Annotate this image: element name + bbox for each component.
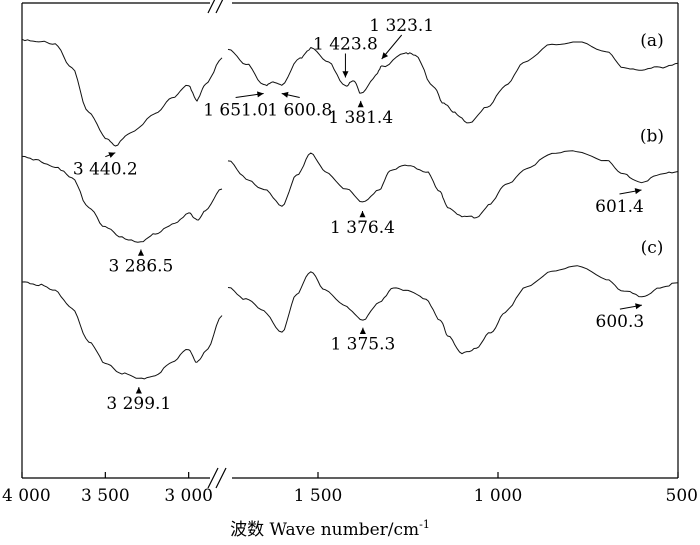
annotation-arrowhead	[634, 188, 642, 195]
annotation-arrowhead	[137, 249, 144, 256]
annotation-label: 1 381.4	[328, 108, 393, 128]
axis-break-bottom-0	[207, 467, 219, 489]
x-axis-label-superscript: -1	[419, 518, 430, 531]
annotation-arrowhead	[359, 211, 366, 218]
annotation-label: 3 440.2	[73, 160, 138, 180]
x-tick-label: 500	[666, 486, 698, 506]
x-tick-label: 3 000	[164, 486, 213, 506]
spectrum-line-a-left	[21, 38, 223, 147]
x-tick-label: 3 500	[81, 486, 130, 506]
spectra-group	[21, 38, 679, 380]
annotation-label: 3 299.1	[106, 394, 171, 414]
x-tick-label: 1 500	[294, 486, 343, 506]
annotation-label: 1 376.4	[330, 218, 395, 238]
spectrum-line-c-left	[21, 281, 223, 380]
annotation-label: 601.4	[595, 197, 644, 217]
x-tick-label: 1 000	[474, 486, 523, 506]
annotation-arrowhead	[357, 100, 364, 108]
annotation-arrowhead	[342, 71, 349, 78]
annotation-arrowhead	[108, 152, 116, 158]
annotation-label: 600.3	[596, 312, 645, 332]
series-label-b: (b)	[640, 127, 664, 147]
annotation-label: 3 286.5	[108, 257, 173, 277]
annotation-arrowhead	[135, 387, 142, 394]
annotation-arrowhead	[359, 327, 366, 334]
x-ticks-group: 4 000 3 500 3 000 1 500 1 000 500	[2, 472, 698, 506]
annotation-arrowhead	[281, 91, 289, 98]
annotation-label: 1 651.0	[203, 101, 268, 121]
axis-break-top-0	[207, 0, 216, 14]
panel-labels-group: (a) (b) (c)	[640, 31, 664, 258]
x-axis-label: 波数 Wave number/cm-1	[230, 518, 430, 540]
annotation-label: 1 323.1	[369, 16, 434, 36]
spectrum-line-b-right	[227, 150, 679, 219]
annotation-arrowhead	[381, 52, 389, 59]
axis-break-top-1	[215, 0, 224, 14]
series-label-c: (c)	[641, 238, 664, 258]
axis-break-bottom-1	[215, 467, 227, 489]
spectrum-line-c-right	[227, 265, 679, 355]
annotation-label: 1 423.8	[313, 35, 378, 55]
spectrum-line-b-left	[21, 155, 223, 243]
x-tick-label: 4 000	[2, 486, 51, 506]
annotations-group: 3 440.2 1 651.0 1 600.8 1 423.8 1 381.4 1 323…	[73, 16, 644, 414]
annotation-arrowhead	[257, 91, 264, 98]
series-label-a: (a)	[640, 31, 663, 51]
plot-frame	[21, 0, 679, 489]
annotation-label: 1 600.8	[267, 101, 332, 121]
annotation-label: 1 375.3	[330, 335, 395, 355]
annotation-arrowhead	[635, 303, 642, 310]
spectrum-line-a-right	[227, 41, 679, 124]
